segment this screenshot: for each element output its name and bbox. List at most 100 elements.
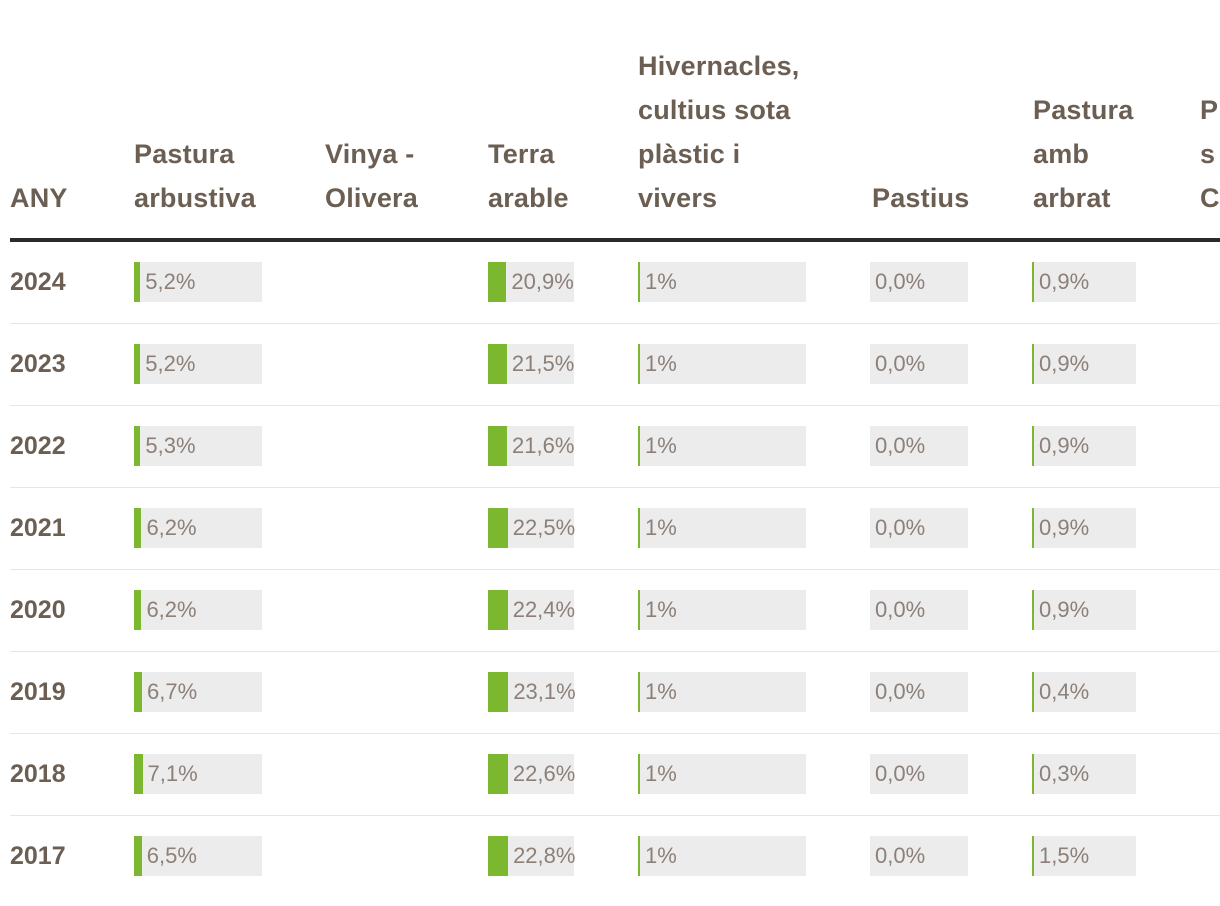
value-bar: [1032, 426, 1034, 466]
value-cell: 0,0%: [870, 836, 968, 876]
value-cell: 0,0%: [870, 426, 968, 466]
value-label: 0,0%: [875, 597, 926, 622]
value-label: 0,0%: [875, 515, 926, 540]
column-header: Terra arable: [488, 132, 569, 220]
value-bar: [1032, 672, 1034, 712]
value-bar: [1032, 344, 1034, 384]
value-bar: [638, 344, 640, 384]
header-any: ANY: [10, 183, 68, 213]
value-bar: [1032, 836, 1034, 876]
value-label: 1,5%: [1039, 843, 1090, 868]
value-label: 0,0%: [875, 843, 926, 868]
value-label: 6,7%: [147, 679, 198, 704]
column-header-line: Pastura: [134, 139, 235, 169]
column-header-line: s: [1200, 139, 1216, 169]
column-header-line: Pastura: [1033, 95, 1134, 125]
value-bar: [638, 508, 640, 548]
value-cell: 22,6%: [488, 754, 575, 794]
value-cell: 0,9%: [1032, 262, 1136, 302]
value-cell: 1%: [638, 508, 806, 548]
value-label: 0,9%: [1039, 515, 1090, 540]
value-label: 1%: [645, 433, 677, 458]
column-header-line: amb: [1033, 139, 1090, 169]
value-cell: 0,0%: [870, 344, 968, 384]
value-cell: 0,9%: [1032, 426, 1136, 466]
value-label: 1%: [645, 351, 677, 376]
value-bar: [134, 672, 143, 712]
row-divider: [10, 815, 1220, 816]
value-cell: 0,0%: [870, 590, 968, 630]
row-year: 2023: [10, 350, 66, 378]
row-year: 2019: [10, 678, 66, 706]
value-label: 7,1%: [147, 761, 198, 786]
column-header: Vinya - Olivera: [325, 132, 418, 220]
value-label: 6,5%: [146, 843, 197, 868]
value-cell: 1%: [638, 426, 806, 466]
value-bar: [638, 754, 640, 794]
value-cell: 6,7%: [134, 672, 262, 712]
value-cell: 1%: [638, 344, 806, 384]
row-divider: [10, 323, 1220, 324]
value-cell: 0,4%: [1032, 672, 1136, 712]
row-year: 2024: [10, 268, 66, 296]
value-bar: [638, 590, 640, 630]
row-divider: [10, 733, 1220, 734]
value-label: 22,8%: [513, 843, 576, 868]
value-label: 5,2%: [145, 351, 196, 376]
value-cell: 21,6%: [488, 426, 574, 466]
value-label: 6,2%: [146, 515, 197, 540]
value-bar: [134, 262, 141, 302]
value-bar: [1032, 262, 1034, 302]
column-header: Pastura arbustiva: [134, 132, 256, 220]
value-cell: 20,9%: [488, 262, 574, 302]
column-header-line: cultius sota: [638, 95, 791, 125]
value-cell: 6,5%: [134, 836, 262, 876]
value-cell: 1,5%: [1032, 836, 1136, 876]
table-header: ANY Pastura arbustiva Vinya - Olivera Terra a…: [10, 0, 1220, 220]
value-cell: 0,3%: [1032, 754, 1136, 794]
column-header-line: arable: [488, 183, 569, 213]
value-bar: [638, 836, 640, 876]
value-label: 6,2%: [146, 597, 197, 622]
table-row: 2024 5,2% 20,9% 1% 0,0% 0,9%: [10, 242, 1220, 324]
value-bar: [488, 590, 508, 630]
column-header-line: vivers: [638, 183, 718, 213]
column-header-line: Pastius: [872, 183, 970, 213]
column-header-line: plàstic i: [638, 139, 741, 169]
value-bar: [638, 426, 640, 466]
value-cell: 5,2%: [134, 344, 262, 384]
table-row: 2018 7,1% 22,6% 1% 0,0% 0,3%: [10, 734, 1220, 816]
column-header-line: arbustiva: [134, 183, 256, 213]
value-bar: [134, 344, 141, 384]
table-row: 2019 6,7% 23,1% 1% 0,0% 0,4%: [10, 652, 1220, 734]
row-divider: [10, 405, 1220, 406]
table-row: 2017 6,5% 22,8% 1% 0,0% 1,5%: [10, 816, 1220, 898]
value-label: 1%: [645, 515, 677, 540]
value-bar: [488, 836, 509, 876]
value-label: 0,0%: [875, 351, 926, 376]
value-label: 23,1%: [513, 679, 576, 704]
value-label: 5,3%: [145, 433, 196, 458]
value-cell: 22,4%: [488, 590, 575, 630]
row-divider: [10, 651, 1220, 652]
column-header-line: Vinya -: [325, 139, 415, 169]
value-bar: [1032, 508, 1034, 548]
value-label: 0,9%: [1039, 351, 1090, 376]
value-label: 1%: [645, 761, 677, 786]
value-bar: [488, 426, 507, 466]
column-header: Pastius: [872, 176, 969, 220]
value-label: 21,5%: [511, 351, 575, 376]
value-bar: [638, 262, 640, 302]
value-label: 0,9%: [1039, 597, 1090, 622]
value-cell: 0,0%: [870, 508, 968, 548]
value-label: 1%: [645, 679, 677, 704]
value-cell: 0,0%: [870, 754, 968, 794]
column-header-line: Olivera: [325, 183, 418, 213]
value-cell: 0,0%: [870, 672, 968, 712]
value-cell: 1%: [638, 262, 806, 302]
data-table: ANY Pastura arbustiva Vinya - Olivera Terra a…: [10, 0, 1220, 906]
value-label: 0,0%: [875, 761, 926, 786]
row-year: 2017: [10, 842, 66, 870]
value-bar: [638, 672, 640, 712]
